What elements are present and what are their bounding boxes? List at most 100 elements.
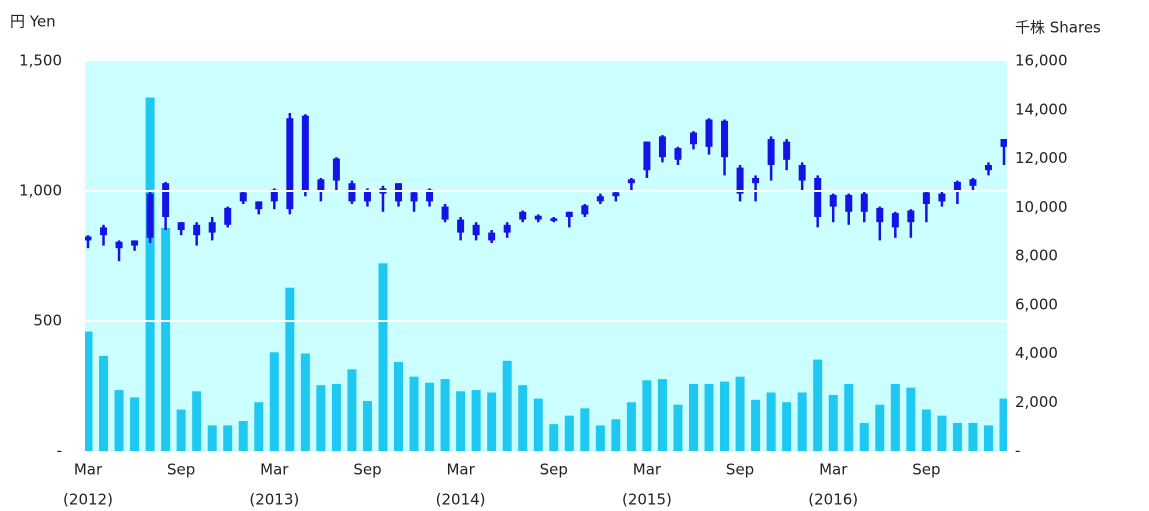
volume-bar bbox=[533, 398, 543, 451]
candle-body bbox=[860, 193, 868, 212]
x-tick-label: Mar bbox=[446, 461, 475, 479]
x-group-label: (2013) bbox=[249, 491, 299, 509]
plot-area bbox=[85, 61, 1007, 451]
x-tick-label: Mar bbox=[819, 461, 848, 479]
candle-body bbox=[270, 189, 278, 202]
y2-axis-label: 千株 Shares bbox=[1015, 19, 1101, 37]
volume-bar bbox=[580, 408, 590, 451]
candle-body bbox=[845, 194, 853, 212]
volume-bar bbox=[409, 376, 419, 451]
candle-body bbox=[612, 192, 620, 197]
y2-tick-label: 12,000 bbox=[1015, 149, 1068, 167]
volume-bar bbox=[114, 390, 124, 451]
volume-bar bbox=[704, 383, 714, 451]
x-group-label: (2016) bbox=[808, 491, 858, 509]
candle-body bbox=[969, 179, 977, 186]
candle-body bbox=[565, 211, 573, 217]
candle-body bbox=[224, 207, 232, 225]
volume-bar bbox=[611, 419, 621, 451]
candle-body bbox=[767, 139, 775, 165]
candle-body bbox=[503, 224, 511, 233]
candle-body bbox=[891, 213, 899, 228]
volume-bar bbox=[378, 263, 388, 451]
candle-body bbox=[876, 207, 884, 223]
candle-body bbox=[301, 115, 309, 191]
volume-bar bbox=[130, 397, 140, 451]
volume-bar bbox=[549, 424, 559, 451]
candle-body bbox=[519, 211, 527, 220]
x-tick-label: Sep bbox=[912, 461, 940, 479]
volume-bar bbox=[207, 425, 217, 451]
volume-bar bbox=[595, 425, 605, 451]
y-tick-label: - bbox=[57, 442, 62, 460]
candle-body bbox=[426, 189, 434, 202]
candle-body bbox=[131, 240, 139, 246]
candle-body bbox=[721, 120, 729, 158]
candle-body bbox=[689, 132, 697, 145]
volume-bar bbox=[766, 392, 776, 451]
volume-bar bbox=[238, 421, 248, 451]
candle-body bbox=[814, 178, 822, 217]
candle-body bbox=[457, 219, 465, 233]
volume-bar bbox=[875, 404, 885, 451]
candle-body bbox=[286, 118, 294, 210]
candle-body bbox=[255, 201, 263, 210]
candle-body bbox=[363, 191, 371, 202]
marks bbox=[85, 97, 1007, 451]
volume-bar bbox=[285, 287, 295, 451]
volume-bar bbox=[626, 402, 636, 451]
candle-body bbox=[674, 148, 682, 160]
candle-body bbox=[410, 192, 418, 202]
candle-body bbox=[177, 222, 185, 230]
volume-bar bbox=[859, 422, 869, 451]
candle-body bbox=[1000, 139, 1007, 147]
x-tick-label: Sep bbox=[167, 461, 195, 479]
y2-tick-label: 10,000 bbox=[1015, 198, 1068, 216]
candle-body bbox=[984, 165, 992, 171]
candle-body bbox=[162, 183, 170, 217]
y2-tick-label: 2,000 bbox=[1015, 393, 1058, 411]
volume-bar bbox=[456, 391, 466, 451]
volume-bar bbox=[782, 402, 792, 451]
candle-body bbox=[581, 205, 589, 215]
volume-bar bbox=[223, 425, 233, 451]
y2-tick-label: 6,000 bbox=[1015, 295, 1058, 313]
x-tick-label: Sep bbox=[540, 461, 568, 479]
volume-bar bbox=[813, 359, 823, 451]
candle-body bbox=[100, 227, 108, 236]
volume-bar bbox=[564, 415, 574, 451]
x-tick-label: Mar bbox=[260, 461, 289, 479]
candle-body bbox=[332, 158, 340, 181]
candle-body bbox=[643, 141, 651, 171]
volume-bar bbox=[331, 383, 341, 451]
candle-body bbox=[798, 165, 806, 181]
y-tick-label: 1,500 bbox=[19, 52, 62, 70]
volume-bar bbox=[952, 422, 962, 451]
candle-body bbox=[441, 206, 449, 220]
volume-bar bbox=[797, 392, 807, 451]
volume-bar bbox=[502, 360, 512, 451]
volume-bar bbox=[999, 398, 1007, 451]
candle-body bbox=[752, 178, 760, 184]
volume-bar bbox=[471, 390, 481, 451]
x-group-label: (2015) bbox=[622, 491, 672, 509]
candle-body bbox=[783, 141, 791, 160]
y-tick-label: 500 bbox=[33, 312, 62, 330]
candle-body bbox=[146, 193, 154, 238]
volume-bar bbox=[269, 352, 279, 451]
candle-body bbox=[239, 192, 247, 202]
volume-bar bbox=[844, 383, 854, 451]
candle-body bbox=[534, 215, 542, 220]
x-tick-label: Mar bbox=[74, 461, 103, 479]
candle-body bbox=[472, 224, 480, 236]
volume-bar bbox=[890, 383, 900, 451]
volume-bar bbox=[487, 392, 497, 451]
y2-tick-label: 4,000 bbox=[1015, 344, 1058, 362]
volume-bar bbox=[518, 385, 528, 451]
y-axis-label: 円 Yen bbox=[10, 13, 56, 31]
x-group-label: (2014) bbox=[436, 491, 486, 509]
volume-bar bbox=[735, 376, 745, 451]
x-tick-label: Sep bbox=[726, 461, 754, 479]
candle-body bbox=[658, 136, 666, 158]
